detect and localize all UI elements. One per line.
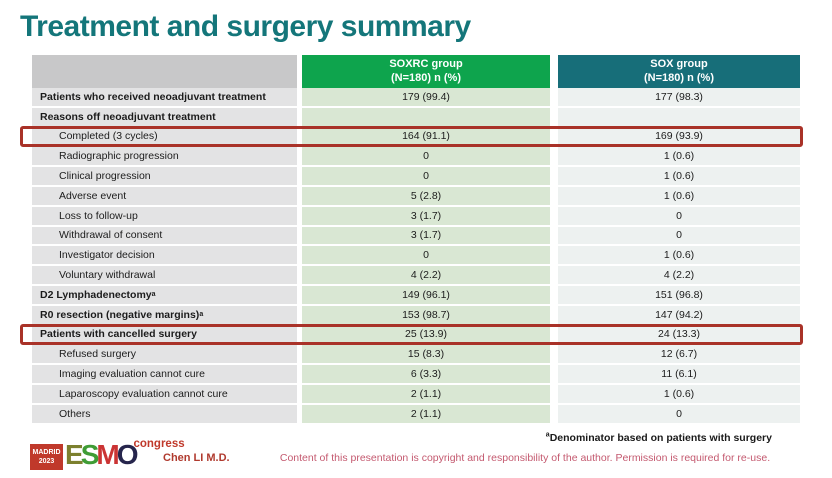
- soxrc-value: 0: [302, 246, 550, 267]
- table-row: Completed (3 cycles) 164 (91.1) 169 (93.…: [20, 125, 803, 148]
- sox-value: 11 (6.1): [558, 365, 800, 385]
- sox-value: 0: [558, 206, 800, 227]
- copyright-notice: Content of this presentation is copyrigh…: [279, 452, 771, 464]
- esmo-wordmark: ESMO: [65, 439, 139, 470]
- table-header-row: SOXRC group (N=180) n (%) SOX group (N=1…: [32, 55, 800, 88]
- congress-label: congress: [133, 438, 185, 450]
- row-label: Others: [32, 404, 297, 425]
- sox-value: 1 (0.6): [558, 147, 800, 168]
- row-label: Laparoscopy evaluation cannot cure: [32, 384, 297, 405]
- table-row: Others 2 (1.1) 0: [32, 404, 800, 425]
- row-label: Adverse event: [32, 186, 297, 207]
- sox-value: 1 (0.6): [558, 246, 800, 267]
- sox-value: 1 (0.6): [558, 384, 800, 405]
- sox-value: 12 (6.7): [558, 345, 800, 366]
- sox-group-label: SOX group: [650, 57, 708, 70]
- sox-value: 0: [558, 226, 800, 247]
- soxrc-value: 164 (91.1): [302, 127, 550, 148]
- esmo-letter-o: O: [116, 439, 139, 470]
- table-row: Withdrawal of consent 3 (1.7) 0: [32, 226, 800, 247]
- soxrc-value: 15 (8.3): [302, 345, 550, 366]
- row-label: Imaging evaluation cannot cure: [32, 365, 297, 385]
- row-label: Loss to follow-up: [32, 206, 297, 227]
- sox-value: 4 (2.2): [558, 266, 800, 286]
- sox-value: 151 (96.8): [558, 285, 800, 306]
- soxrc-value: 5 (2.8): [302, 186, 550, 207]
- madrid-2023-badge: MADRID 2023: [30, 444, 63, 470]
- soxrc-value: 3 (1.7): [302, 226, 550, 247]
- madrid-label: MADRID: [32, 449, 61, 456]
- soxrc-value: [302, 107, 550, 128]
- sox-value: 1 (0.6): [558, 186, 800, 207]
- table-row: Radiographic progression 0 1 (0.6): [32, 147, 800, 168]
- row-label: R0 resection (negative margins) a: [32, 305, 297, 326]
- soxrc-value: 4 (2.2): [302, 266, 550, 286]
- esmo-congress-logo: MADRID 2023 ESMO congress: [30, 438, 185, 470]
- row-label: Voluntary withdrawal: [32, 266, 297, 286]
- soxrc-value: 179 (99.4): [302, 88, 550, 108]
- footnote-superscript: a: [545, 431, 550, 439]
- soxrc-value: 0: [302, 147, 550, 168]
- footnote-text: Denominator based on patients with surge…: [549, 432, 772, 444]
- table-row: Investigator decision 0 1 (0.6): [32, 246, 800, 267]
- esmo-letter-m: M: [96, 439, 119, 470]
- table-row: Patients who received neoadjuvant treatm…: [32, 88, 800, 108]
- row-label: Clinical progression: [32, 167, 297, 187]
- soxrc-group-sub: (N=180) n (%): [391, 71, 461, 84]
- author-name: Chen LI M.D.: [163, 452, 230, 464]
- row-label: Refused surgery: [32, 345, 297, 366]
- soxrc-value: 153 (98.7): [302, 305, 550, 326]
- esmo-letter-s: S: [80, 439, 100, 470]
- soxrc-value: 149 (96.1): [302, 285, 550, 306]
- sox-value: 1 (0.6): [558, 167, 800, 187]
- soxrc-value: 2 (1.1): [302, 384, 550, 405]
- soxrc-value: 2 (1.1): [302, 404, 550, 425]
- table-row: Reasons off neoadjuvant treatment: [32, 107, 800, 128]
- row-label: D2 Lymphadenectomy a: [32, 285, 297, 306]
- table-row: Refused surgery 15 (8.3) 12 (6.7): [32, 345, 800, 366]
- column-header-sox: SOX group (N=180) n (%): [558, 55, 800, 88]
- table-row: Imaging evaluation cannot cure 6 (3.3) 1…: [32, 365, 800, 385]
- soxrc-group-label: SOXRC group: [389, 57, 463, 70]
- sox-value: 169 (93.9): [558, 127, 800, 148]
- table-row: Clinical progression 0 1 (0.6): [32, 167, 800, 187]
- row-label: Radiographic progression: [32, 147, 297, 168]
- row-label: Patients who received neoadjuvant treatm…: [32, 88, 297, 108]
- soxrc-value: 3 (1.7): [302, 206, 550, 227]
- sox-group-sub: (N=180) n (%): [644, 71, 714, 84]
- sox-value: [558, 107, 800, 128]
- table-row: Laparoscopy evaluation cannot cure 2 (1.…: [32, 384, 800, 405]
- soxrc-value: 6 (3.3): [302, 365, 550, 385]
- year-label: 2023: [38, 458, 55, 466]
- table-row: R0 resection (negative margins) a 153 (98…: [32, 305, 800, 326]
- sox-value: 177 (98.3): [558, 88, 800, 108]
- table-row: Voluntary withdrawal 4 (2.2) 4 (2.2): [32, 266, 800, 286]
- sox-value: 0: [558, 404, 800, 425]
- soxrc-value: 25 (13.9): [302, 325, 550, 346]
- page-title: Treatment and surgery summary: [20, 10, 471, 43]
- table-row: Loss to follow-up 3 (1.7) 0: [32, 206, 800, 227]
- column-header-soxrc: SOXRC group (N=180) n (%): [302, 55, 550, 88]
- row-label: Withdrawal of consent: [32, 226, 297, 247]
- row-label: Reasons off neoadjuvant treatment: [32, 107, 297, 128]
- summary-table: SOXRC group (N=180) n (%) SOX group (N=1…: [20, 55, 803, 425]
- table-row: Adverse event 5 (2.8) 1 (0.6): [32, 186, 800, 207]
- sox-value: 24 (13.3): [558, 325, 800, 346]
- esmo-letter-e: E: [65, 439, 84, 470]
- footnote: aDenominator based on patients with surg…: [545, 431, 772, 445]
- row-label: Completed (3 cycles): [32, 127, 297, 148]
- table-row: D2 Lymphadenectomy a 149 (96.1) 151 (96.8…: [32, 285, 800, 306]
- table-row: Patients with cancelled surgery 25 (13.9…: [20, 323, 803, 346]
- row-label: Investigator decision: [32, 246, 297, 267]
- table-body: Patients who received neoadjuvant treatm…: [20, 88, 803, 425]
- corner-cell: [32, 55, 297, 88]
- row-label: Patients with cancelled surgery: [32, 325, 297, 346]
- sox-value: 147 (94.2): [558, 305, 800, 326]
- soxrc-value: 0: [302, 167, 550, 187]
